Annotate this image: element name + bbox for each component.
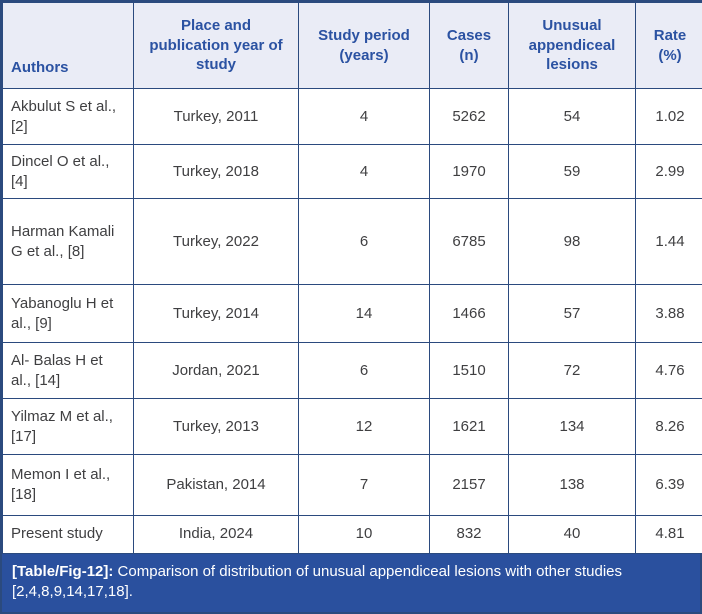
cell-authors: Memon I et al., [18] [2,454,134,516]
table-row: Yabanoglu H et al., [9] Turkey, 2014 14 … [2,283,702,344]
cell-lesions: 57 [508,283,636,344]
cell-period: 6 [298,342,430,400]
cell-authors: Al- Balas H et al., [14] [2,342,134,400]
comparison-table: Authors Place and publication year of st… [2,2,702,554]
table-caption: [Table/Fig-12]: Comparison of distributi… [2,553,700,612]
cell-cases: 832 [429,514,509,554]
cell-period: 4 [298,87,430,146]
cell-rate: 6.39 [635,454,702,516]
cell-rate: 2.99 [635,144,702,200]
column-header-lesions: Unusual appendiceal lesions [508,2,636,89]
cell-lesions: 59 [508,144,636,200]
cell-cases: 1510 [429,342,509,400]
cell-lesions: 72 [508,342,636,400]
cell-period: 10 [298,514,430,554]
cell-rate: 4.81 [635,514,702,554]
cell-cases: 1970 [429,144,509,200]
cell-rate: 8.26 [635,398,702,456]
cell-period: 12 [298,398,430,456]
cell-place: Jordan, 2021 [133,342,299,400]
cell-cases: 2157 [429,454,509,516]
cell-authors: Yilmaz M et al., [17] [2,398,134,456]
cell-place: Turkey, 2018 [133,144,299,200]
table-header: Authors Place and publication year of st… [2,2,702,89]
cell-lesions: 40 [508,514,636,554]
table-row: Yilmaz M et al., [17] Turkey, 2013 12 16… [2,398,702,456]
table-row: Akbulut S et al., [2] Turkey, 2011 4 526… [2,87,702,146]
table-row: Memon I et al., [18] Pakistan, 2014 7 21… [2,454,702,516]
cell-place: Turkey, 2011 [133,87,299,146]
column-header-place: Place and publication year of study [133,2,299,89]
cell-place: Turkey, 2013 [133,398,299,456]
cell-rate: 3.88 [635,283,702,344]
cell-lesions: 138 [508,454,636,516]
cell-place: Pakistan, 2014 [133,454,299,516]
cell-lesions: 54 [508,87,636,146]
cell-period: 14 [298,283,430,344]
cell-period: 6 [298,198,430,285]
cell-cases: 1466 [429,283,509,344]
cell-cases: 6785 [429,198,509,285]
table-caption-text: Comparison of distribution of unusual ap… [12,562,623,600]
cell-rate: 1.02 [635,87,702,146]
column-header-cases: Cases (n) [429,2,509,89]
column-header-rate: Rate (%) [635,2,702,89]
column-header-period: Study period (years) [298,2,430,89]
table-body: Akbulut S et al., [2] Turkey, 2011 4 526… [2,87,702,554]
header-row: Authors Place and publication year of st… [2,2,702,89]
column-header-authors: Authors [2,2,134,89]
table-caption-label: [Table/Fig-12]: [12,562,114,580]
cell-authors: Present study [2,514,134,554]
cell-authors: Yabanoglu H et al., [9] [2,283,134,344]
table-row: Al- Balas H et al., [14] Jordan, 2021 6 … [2,342,702,400]
cell-authors: Dincel O et al., [4] [2,144,134,200]
cell-authors: Harman Kamali G et al., [8] [2,198,134,285]
cell-cases: 1621 [429,398,509,456]
cell-place: Turkey, 2022 [133,198,299,285]
table-row: Harman Kamali G et al., [8] Turkey, 2022… [2,198,702,285]
cell-authors: Akbulut S et al., [2] [2,87,134,146]
cell-lesions: 134 [508,398,636,456]
table-row: Present study India, 2024 10 832 40 4.81 [2,514,702,554]
cell-place: Turkey, 2014 [133,283,299,344]
cell-place: India, 2024 [133,514,299,554]
cell-lesions: 98 [508,198,636,285]
cell-period: 7 [298,454,430,516]
cell-rate: 1.44 [635,198,702,285]
cell-rate: 4.76 [635,342,702,400]
cell-period: 4 [298,144,430,200]
table-row: Dincel O et al., [4] Turkey, 2018 4 1970… [2,144,702,200]
cell-cases: 5262 [429,87,509,146]
